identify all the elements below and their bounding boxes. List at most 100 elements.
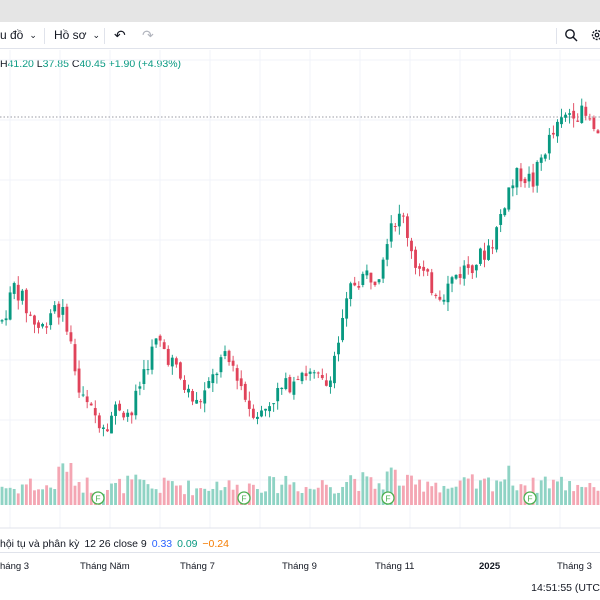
candle-body <box>37 322 40 328</box>
volume-bar <box>178 485 182 505</box>
quick-search-button[interactable] <box>564 26 578 44</box>
candle-body <box>199 401 203 403</box>
time-axis[interactable]: háng 3 Tháng Năm Tháng 7 Tháng 9 Tháng 1… <box>0 552 600 577</box>
candle-body <box>503 208 507 216</box>
volume-bar <box>170 481 174 505</box>
volume-bar <box>292 482 296 505</box>
settings-button[interactable] <box>590 26 600 44</box>
candle-body <box>191 391 194 402</box>
candle-body <box>308 371 312 374</box>
volume-bar <box>324 484 328 505</box>
earnings-marker[interactable]: F <box>523 491 537 505</box>
earnings-marker-label: F <box>95 494 100 504</box>
candle-body <box>576 120 580 122</box>
volume-bar <box>114 482 117 505</box>
volume-bar <box>308 488 312 505</box>
volume-bar <box>320 480 324 505</box>
candle-body <box>130 412 134 416</box>
candle-body <box>414 249 417 268</box>
volume-bar <box>357 490 361 505</box>
volume-bar <box>369 477 373 505</box>
x-tick-label: 2025 <box>479 561 501 572</box>
candle-body <box>487 245 490 260</box>
candle-body <box>373 281 377 286</box>
volume-bar <box>495 480 499 505</box>
candle-body <box>292 381 296 395</box>
candle-body <box>393 226 397 228</box>
earnings-marker[interactable]: F <box>237 491 251 505</box>
volume-bar <box>53 489 57 505</box>
undo-button[interactable]: ↶ <box>114 26 126 44</box>
volume-bar <box>203 488 207 505</box>
volume-bar <box>483 478 486 505</box>
volume-bar <box>519 484 523 505</box>
volume-bar <box>191 495 194 505</box>
earnings-marker-label: F <box>385 494 390 504</box>
earnings-marker-circle <box>91 491 105 505</box>
candle-body <box>118 403 122 411</box>
candle-body <box>219 357 223 373</box>
candle-body <box>337 342 340 355</box>
candle-body <box>507 187 511 210</box>
volume-bar <box>341 486 344 505</box>
browser-top-bar <box>0 0 600 22</box>
chart-menu[interactable]: u đồ ⌄ <box>0 26 37 44</box>
candle-body <box>207 381 211 388</box>
volume-bar <box>264 491 267 505</box>
candle-body <box>381 259 385 279</box>
redo-icon: ↷ <box>142 26 154 43</box>
volume-bar <box>118 478 122 505</box>
volume-bar <box>361 472 365 505</box>
candle-body <box>341 317 344 341</box>
volume-bar <box>24 484 28 505</box>
volume-bar <box>45 485 49 505</box>
redo-button[interactable]: ↷ <box>142 26 154 44</box>
volume-bar <box>422 491 426 505</box>
volume-bar <box>572 491 576 505</box>
volume-bar <box>458 480 462 505</box>
volume-bar <box>49 487 53 505</box>
volume-bar <box>401 485 405 505</box>
profile-menu[interactable]: Hồ sơ ⌄ <box>54 26 100 44</box>
histogram-value: −0.24 <box>202 538 229 550</box>
volume-bar <box>81 492 85 505</box>
candle-body <box>166 348 170 365</box>
volume-bar <box>85 477 89 505</box>
candle-body <box>401 215 405 217</box>
volume-bar <box>556 481 559 505</box>
volume-bar <box>507 465 511 505</box>
candle-body <box>0 320 4 322</box>
candle-body <box>256 416 259 419</box>
volume-bar <box>219 490 223 505</box>
earnings-marker[interactable]: F <box>381 491 395 505</box>
x-tick-label: Tháng Năm <box>80 561 130 572</box>
volume-bar <box>69 463 73 505</box>
volume-bar <box>134 474 138 505</box>
earnings-marker-label: F <box>241 494 246 504</box>
volume-bar <box>146 484 150 505</box>
candle-body <box>345 298 349 319</box>
earnings-marker[interactable]: F <box>91 491 105 505</box>
volume-bar <box>272 477 276 505</box>
volume-bar <box>251 484 255 505</box>
candle-body <box>349 283 353 300</box>
high-key: H <box>0 58 8 70</box>
earnings-marker-circle <box>237 491 251 505</box>
candle-body <box>418 266 422 269</box>
close-key: C <box>71 58 80 70</box>
candle-body <box>227 350 231 363</box>
candle-body <box>527 173 531 182</box>
candle-body <box>235 368 239 381</box>
volume-bar <box>491 491 494 505</box>
candle-body <box>101 427 105 429</box>
volume-bar <box>426 481 430 505</box>
candle-body <box>511 185 515 189</box>
candle-body <box>580 105 584 123</box>
toolbar-divider <box>44 28 45 44</box>
earnings-marker-circle <box>381 491 395 505</box>
candle-body <box>33 315 36 325</box>
volume-bar <box>57 466 61 505</box>
candle-body <box>73 344 77 372</box>
candle-body <box>466 264 470 268</box>
